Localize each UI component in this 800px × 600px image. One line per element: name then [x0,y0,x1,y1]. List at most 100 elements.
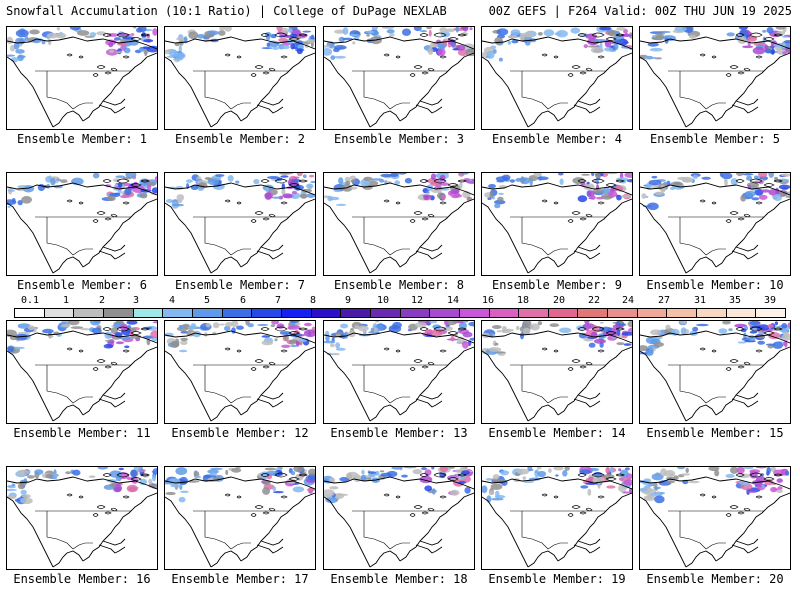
snow-area [152,28,157,36]
snowfall-map [323,320,475,424]
snowfall-shading [7,467,157,505]
snow-area [283,173,294,175]
snow-area [288,339,296,345]
snow-area [742,173,754,176]
snow-area [292,190,297,195]
snow-area [498,192,504,195]
snow-area [267,40,280,48]
snow-area [281,344,291,348]
snow-area [754,188,764,196]
snow-area [105,339,112,342]
island-outline [735,473,745,477]
snow-area [69,27,81,31]
snow-area [50,177,56,186]
snow-area [564,467,570,471]
lake-outline [439,495,447,499]
snow-area [296,173,303,177]
island-outline [749,326,763,332]
island-outline [260,179,270,183]
coastline [210,256,242,274]
snow-area [219,27,225,31]
snow-area [616,342,625,346]
coastline [577,98,601,106]
snow-area [439,467,449,473]
colorbar-tick-label: 2 [98,295,106,306]
island-outline [130,37,142,41]
ensemble-member-panel: Ensemble Member: 12 [164,320,316,442]
snow-area [616,329,621,336]
snow-area [488,490,495,495]
colorbar-swatch [578,309,609,317]
border-line [705,396,726,404]
snow-area [188,31,199,40]
lake-outline [413,359,423,363]
snow-area [721,173,733,180]
lake-outline [236,349,242,353]
coastline [735,538,759,546]
colorbar-swatch [370,309,401,317]
coastline [7,56,54,128]
border-line [389,542,410,550]
snow-area [265,185,270,193]
coastline [324,476,474,490]
ensemble-member-panel: Ensemble Member: 15 [639,320,791,442]
snow-area [11,198,16,203]
lake-outline [541,53,548,57]
island-outline [457,327,467,331]
snow-area [47,32,59,39]
coastline [399,198,474,268]
snow-area [20,489,27,495]
snow-area [491,333,496,337]
snow-area [692,174,698,179]
snow-area [280,175,289,178]
snow-area [562,470,568,477]
snow-area [495,176,509,182]
coastline [260,392,284,400]
lake-outline [122,201,130,205]
snow-area [89,321,101,326]
snow-area [773,193,783,202]
border-line [363,365,391,404]
colorbar-labels: 0.1 1 2 3 4 5 6 7 8 9 10 12 14 16 18 20 22 24 27 31 35 39 [14,295,786,307]
coastline [415,104,443,114]
snow-area [27,475,35,479]
coastline [419,538,443,546]
lake-outline [427,507,435,512]
ensemble-member-panel: Ensemble Member: 11 [6,320,158,442]
snow-area [126,484,138,493]
snow-area [640,488,648,492]
snow-area [680,327,687,335]
snow-area [591,173,595,177]
coastline [640,36,790,50]
coastline [399,492,474,562]
coastline [98,544,126,554]
snow-area [92,173,100,179]
lake-outline [236,495,242,499]
lake-outline [737,217,745,221]
snow-area [195,475,201,479]
lake-outline [383,199,390,203]
snow-area [497,196,504,202]
coastline [165,476,315,490]
snow-area [782,51,787,55]
coastline [7,330,157,344]
snow-area [138,47,144,52]
coastline [7,182,157,196]
snow-area [389,33,395,37]
lake-outline [743,507,751,512]
lake-outline [78,495,84,499]
lake-outline [110,361,118,366]
snow-area [556,30,568,38]
coastline [573,104,601,114]
snow-area [170,340,180,348]
lake-outline [567,513,574,517]
snow-area [394,180,400,185]
map-canvas [324,173,474,274]
snow-area [290,471,296,476]
snow-area [104,331,113,339]
header: Snowfall Accumulation (10:1 Ratio) | Col… [0,0,800,22]
snow-area [302,30,312,33]
snow-area [106,195,116,202]
map-canvas [640,173,790,274]
snow-area [302,174,307,178]
